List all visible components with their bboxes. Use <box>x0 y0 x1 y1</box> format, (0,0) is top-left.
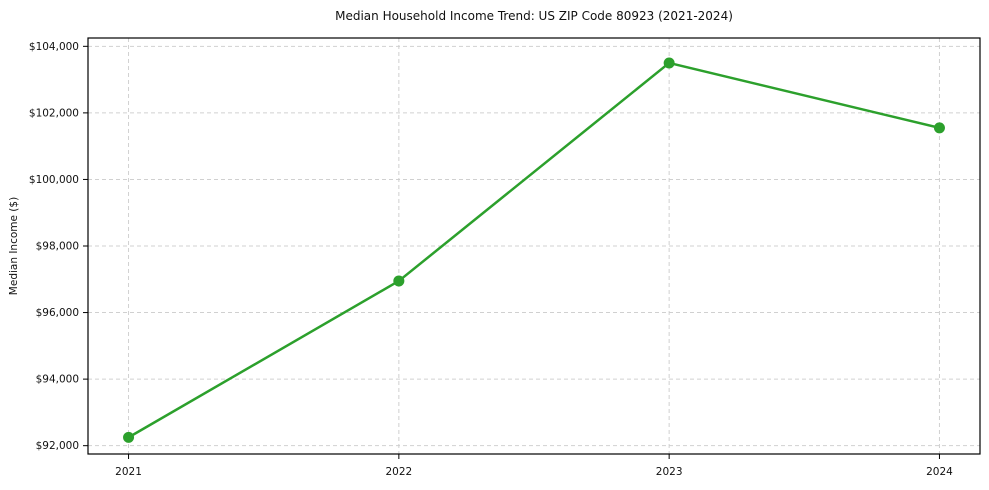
chart-title: Median Household Income Trend: US ZIP Co… <box>335 9 733 23</box>
axes-frame <box>87 37 981 455</box>
y-tick-label: $94,000 <box>36 374 79 386</box>
x-tick-label: 2022 <box>385 466 412 478</box>
y-axis-label: Median Income ($) <box>8 196 20 296</box>
y-tick-label: $100,000 <box>29 174 79 186</box>
x-tick-label: 2021 <box>115 466 142 478</box>
y-tick-label: $96,000 <box>36 307 79 319</box>
y-tick-label: $98,000 <box>36 241 79 253</box>
data-point-2021 <box>123 431 135 443</box>
y-tick-label: $92,000 <box>36 440 79 452</box>
data-point-2022 <box>393 275 405 287</box>
x-tick-label: 2024 <box>926 466 953 478</box>
y-tick-label: $102,000 <box>29 107 79 119</box>
income-trend-line <box>127 61 941 439</box>
y-tick-label: $104,000 <box>29 41 79 53</box>
x-tick-label: 2023 <box>656 466 683 478</box>
data-point-2023 <box>663 57 675 69</box>
data-point-2024 <box>933 122 945 134</box>
